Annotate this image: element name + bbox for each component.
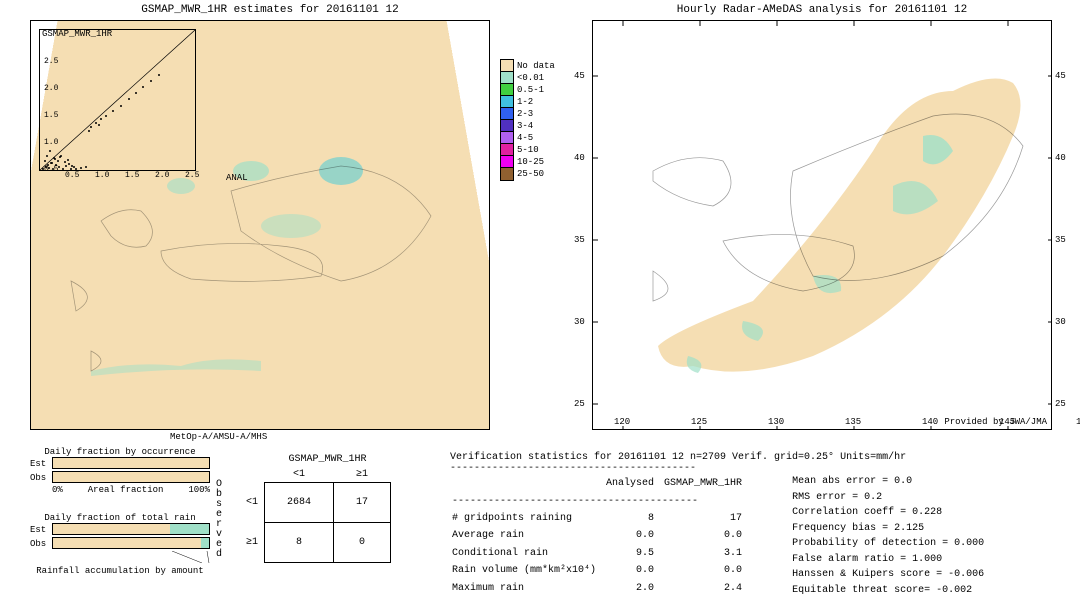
- ct-header: GSMAP_MWR_1HR: [265, 452, 391, 467]
- contingency-table: GSMAP_MWR_1HR <1≥1 <1 2684 17 ≥1 8 0: [240, 452, 391, 563]
- scale-0: 0%: [52, 485, 63, 495]
- satellite-label: MetOp-A/AMSU-A/MHS: [170, 432, 267, 442]
- est-label: Est: [30, 459, 52, 469]
- ct-11: 2684: [265, 483, 334, 523]
- left-map: ANAL GSMAP_MWR_1HR 0.51.01.52.02.50.51.0…: [30, 20, 490, 430]
- right-credit: Provided by JWA/JMA: [944, 417, 1047, 427]
- obs-label-2: Obs: [30, 539, 52, 549]
- ct-col2: ≥1: [334, 467, 391, 483]
- col-analysed: Analysed: [606, 476, 662, 491]
- accum-title: Rainfall accumulation by amount: [30, 566, 210, 576]
- left-map-title: GSMAP_MWR_1HR estimates for 20161101 12: [40, 4, 500, 16]
- verification-stats: Verification statistics for 20161101 12 …: [450, 452, 1060, 598]
- ct-row1: <1: [240, 483, 265, 523]
- scale-100: 100%: [188, 485, 210, 495]
- anal-label: ANAL: [226, 173, 248, 183]
- fraction-total-rain: Daily fraction of total rain Est Obs Rai…: [30, 513, 210, 576]
- totalrain-title: Daily fraction of total rain: [30, 513, 210, 523]
- occ-title: Daily fraction by occurrence: [30, 447, 210, 457]
- ct-row2: ≥1: [240, 523, 265, 563]
- scale-mid: Areal fraction: [88, 485, 164, 495]
- ct-22: 0: [334, 523, 391, 563]
- right-map: Provided by JWA/JMA: [592, 20, 1052, 430]
- right-map-title: Hourly Radar-AMeDAS analysis for 2016110…: [592, 4, 1052, 16]
- stats-header: Verification statistics for 20161101 12 …: [450, 452, 1060, 463]
- stats-divider: ----------------------------------------…: [450, 463, 1060, 474]
- ct-12: 17: [334, 483, 391, 523]
- ct-21: 8: [265, 523, 334, 563]
- obs-label: Obs: [30, 473, 52, 483]
- est-label-2: Est: [30, 525, 52, 535]
- color-legend: No data<0.010.5-11-22-33-44-55-1010-2525…: [500, 60, 560, 180]
- col-gsmap: GSMAP_MWR_1HR: [664, 476, 750, 491]
- scatter-inset: GSMAP_MWR_1HR: [39, 29, 196, 171]
- stats-metrics: Mean abs error = 0.0RMS error = 0.2Corre…: [792, 474, 984, 598]
- fraction-occurrence: Daily fraction by occurrence Est Obs 0% …: [30, 447, 210, 495]
- stats-left-table: Analysed GSMAP_MWR_1HR -----------------…: [450, 474, 752, 598]
- observed-vertical: Observed: [216, 480, 222, 560]
- ct-col1: <1: [265, 467, 334, 483]
